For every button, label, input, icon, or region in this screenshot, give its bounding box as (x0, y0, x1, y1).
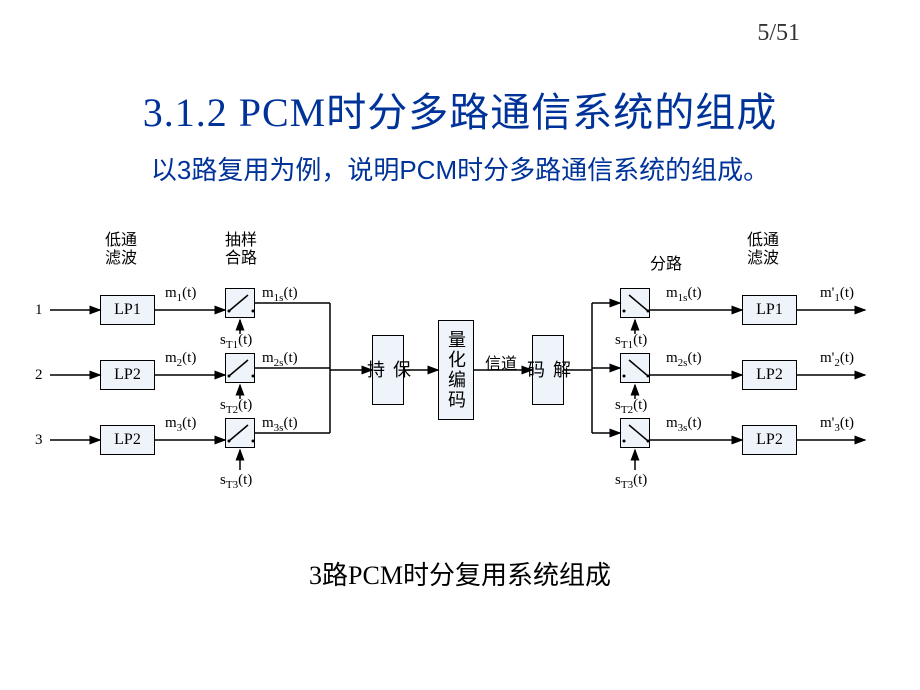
diagram-caption: 3路PCM时分复用系统组成 (0, 555, 920, 592)
pcm-diagram: 低通滤波 抽样合路 分路 低通滤波 1 2 3 LP1 LP2 LP2 保持 量… (30, 210, 890, 530)
page-subtitle: 以3路复用为例，说明PCM时分多路通信系统的组成。 (0, 150, 920, 187)
page-number: 5/51 (757, 20, 800, 47)
diagram-lines (30, 210, 890, 530)
page-title: 3.1.2 PCM时分多路通信系统的组成 (0, 80, 920, 138)
